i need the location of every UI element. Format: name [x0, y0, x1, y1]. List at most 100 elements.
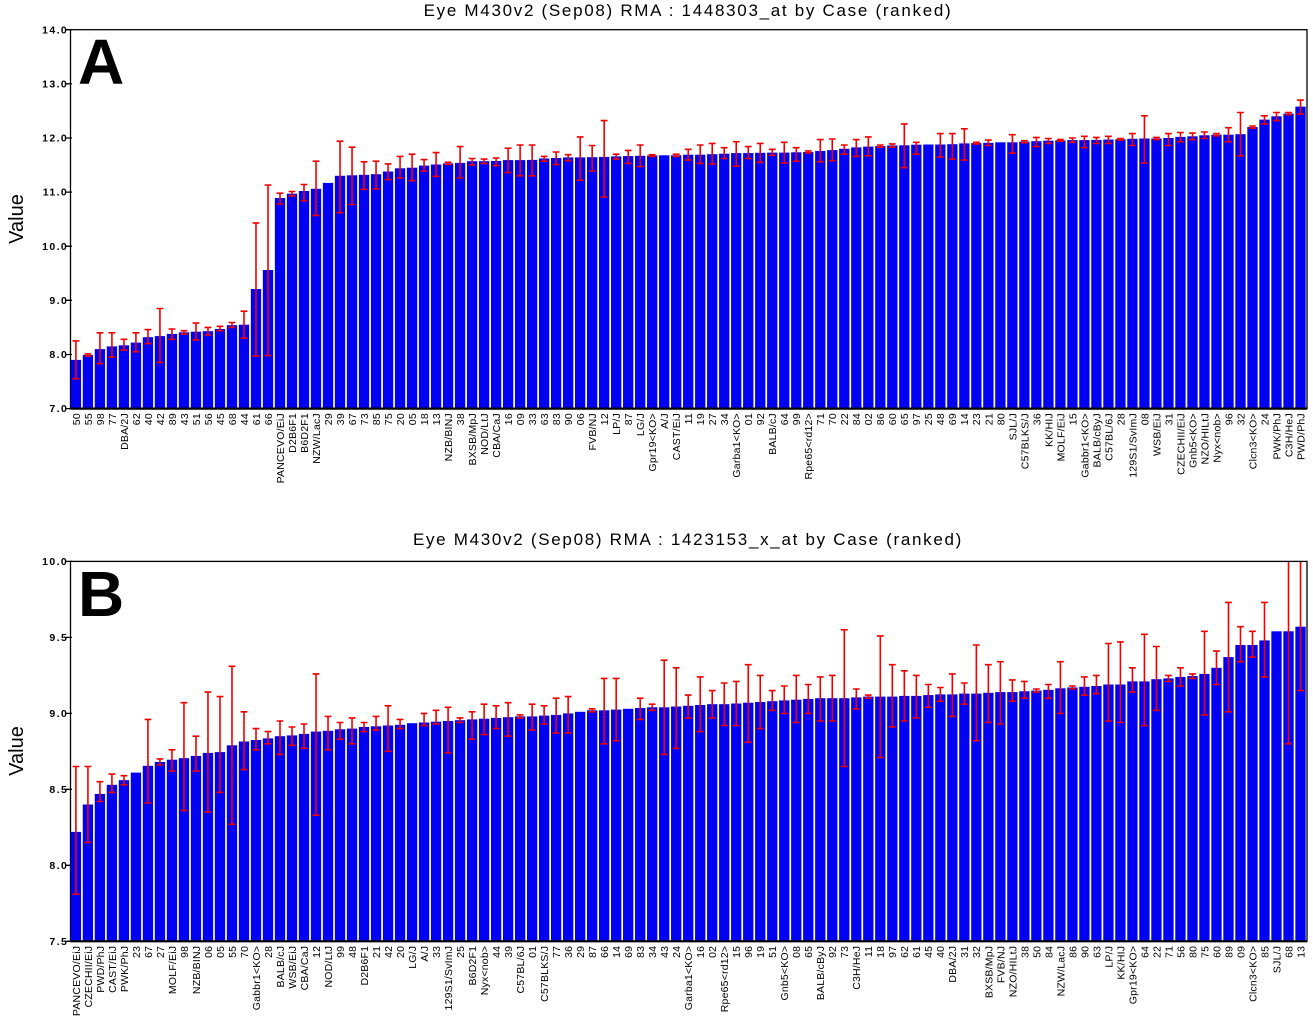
svg-text:71: 71 — [815, 413, 827, 425]
svg-text:24: 24 — [1259, 413, 1271, 425]
svg-text:56: 56 — [203, 413, 215, 425]
svg-text:86: 86 — [875, 413, 887, 425]
svg-text:55: 55 — [83, 413, 95, 425]
svg-text:Rpe65<rd12>: Rpe65<rd12> — [719, 946, 731, 1012]
svg-text:CZECHII/EiJ: CZECHII/EiJ — [1175, 413, 1187, 475]
svg-text:LP/J: LP/J — [1103, 946, 1115, 968]
svg-text:PWD/PhJ: PWD/PhJ — [95, 946, 107, 993]
svg-text:C57BLKS/J: C57BLKS/J — [1019, 413, 1031, 469]
svg-text:87: 87 — [623, 413, 635, 425]
svg-text:29: 29 — [323, 413, 335, 425]
svg-text:67: 67 — [143, 946, 155, 958]
svg-text:64: 64 — [1139, 946, 1151, 958]
svg-text:Eye M430v2 (Sep08) RMA : 14483: Eye M430v2 (Sep08) RMA : 1448303_at by C… — [424, 1, 953, 20]
svg-text:20: 20 — [395, 413, 407, 425]
svg-text:Gabbr1<KO>: Gabbr1<KO> — [251, 946, 263, 1010]
svg-text:16: 16 — [695, 946, 707, 958]
svg-text:32: 32 — [1235, 413, 1247, 425]
svg-text:16: 16 — [503, 413, 515, 425]
svg-text:Nyx<nob>: Nyx<nob> — [1211, 413, 1223, 462]
svg-text:64: 64 — [779, 413, 791, 425]
svg-text:48: 48 — [347, 946, 359, 958]
svg-text:84: 84 — [851, 413, 863, 425]
svg-text:31: 31 — [959, 946, 971, 958]
svg-text:PWD/PhJ: PWD/PhJ — [1295, 413, 1307, 460]
svg-text:05: 05 — [407, 413, 419, 425]
svg-text:44: 44 — [491, 946, 503, 958]
svg-text:12: 12 — [599, 413, 611, 425]
svg-text:NZO/HILtJ: NZO/HILtJ — [1007, 946, 1019, 997]
svg-text:B6D2F1: B6D2F1 — [299, 413, 311, 453]
svg-text:68: 68 — [227, 413, 239, 425]
svg-text:80: 80 — [995, 413, 1007, 425]
svg-text:15: 15 — [731, 946, 743, 958]
svg-text:96: 96 — [743, 946, 755, 958]
svg-text:09: 09 — [1235, 946, 1247, 958]
svg-text:BXSB/MpJ: BXSB/MpJ — [983, 946, 995, 998]
svg-text:23: 23 — [971, 413, 983, 425]
svg-text:28: 28 — [263, 946, 275, 958]
svg-text:18: 18 — [419, 413, 431, 425]
svg-text:01: 01 — [527, 946, 539, 958]
svg-text:CBA/CaJ: CBA/CaJ — [491, 413, 503, 458]
svg-text:A: A — [78, 26, 124, 98]
svg-text:50: 50 — [71, 413, 83, 425]
svg-text:BALB/cJ: BALB/cJ — [767, 413, 779, 455]
svg-text:13: 13 — [1295, 946, 1307, 958]
svg-text:CAST/EiJ: CAST/EiJ — [107, 946, 119, 993]
svg-text:75: 75 — [1199, 946, 1211, 958]
svg-text:51: 51 — [191, 413, 203, 425]
svg-text:MOLF/EiJ: MOLF/EiJ — [167, 946, 179, 994]
svg-text:50: 50 — [1031, 946, 1043, 958]
svg-text:56: 56 — [1175, 946, 1187, 958]
svg-text:14: 14 — [959, 413, 971, 425]
svg-text:10.0: 10.0 — [42, 241, 68, 253]
svg-text:25: 25 — [455, 946, 467, 958]
svg-text:14.0: 14.0 — [42, 24, 68, 36]
svg-text:27: 27 — [707, 413, 719, 425]
svg-text:BXSB/MpJ: BXSB/MpJ — [467, 413, 479, 465]
svg-text:SJL/J: SJL/J — [1271, 946, 1283, 973]
svg-text:97: 97 — [887, 946, 899, 958]
svg-text:CBA/CaJ: CBA/CaJ — [299, 946, 311, 991]
svg-text:LG/J: LG/J — [635, 413, 647, 436]
svg-text:36: 36 — [563, 946, 575, 958]
svg-text:06: 06 — [575, 413, 587, 425]
svg-text:Clcn3<KO>: Clcn3<KO> — [1247, 413, 1259, 469]
svg-text:25: 25 — [923, 413, 935, 425]
svg-text:97: 97 — [911, 413, 923, 425]
svg-text:55: 55 — [227, 946, 239, 958]
svg-text:84: 84 — [1043, 946, 1055, 958]
svg-text:73: 73 — [839, 946, 851, 958]
svg-text:01: 01 — [743, 413, 755, 425]
svg-text:61: 61 — [251, 413, 263, 425]
svg-text:60: 60 — [887, 413, 899, 425]
svg-text:77: 77 — [107, 413, 119, 425]
svg-text:D2B6F1: D2B6F1 — [287, 413, 299, 453]
svg-text:Gpr19<KO>: Gpr19<KO> — [647, 413, 659, 471]
svg-text:42: 42 — [383, 946, 395, 958]
svg-text:11: 11 — [863, 946, 875, 957]
svg-text:Rpe65<rd12>: Rpe65<rd12> — [803, 413, 815, 479]
svg-text:38: 38 — [455, 413, 467, 425]
svg-text:KK/HIJ: KK/HIJ — [1115, 946, 1127, 980]
svg-text:C57BLKS/J: C57BLKS/J — [539, 946, 551, 1002]
svg-text:99: 99 — [335, 946, 347, 958]
svg-text:67: 67 — [347, 413, 359, 425]
svg-text:27: 27 — [155, 946, 167, 958]
svg-text:38: 38 — [1019, 946, 1031, 958]
svg-text:KK/HIJ: KK/HIJ — [1043, 413, 1055, 447]
svg-text:90: 90 — [1079, 946, 1091, 958]
svg-text:40: 40 — [935, 946, 947, 958]
svg-text:99: 99 — [791, 413, 803, 425]
svg-text:29: 29 — [575, 946, 587, 958]
svg-text:24: 24 — [671, 946, 683, 958]
svg-text:MOLF/EiJ: MOLF/EiJ — [1055, 413, 1067, 461]
svg-text:89: 89 — [1223, 946, 1235, 958]
svg-text:12.0: 12.0 — [42, 133, 68, 145]
svg-text:66: 66 — [599, 946, 611, 958]
svg-text:LG/J: LG/J — [407, 946, 419, 969]
svg-text:PWK/PhJ: PWK/PhJ — [119, 946, 131, 992]
svg-text:7.5: 7.5 — [49, 936, 68, 948]
svg-text:71: 71 — [1163, 946, 1175, 958]
